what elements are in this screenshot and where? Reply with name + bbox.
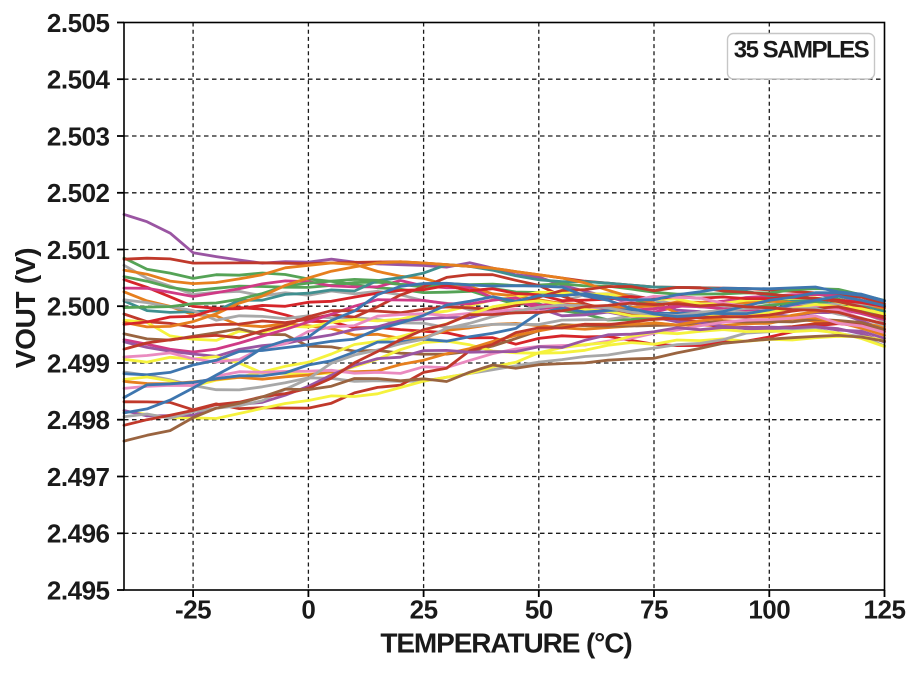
svg-text:TEMPERATURE (°C): TEMPERATURE (°C) xyxy=(380,628,631,659)
svg-text:2.504: 2.504 xyxy=(47,65,111,95)
svg-text:2.498: 2.498 xyxy=(47,405,110,435)
svg-text:2.496: 2.496 xyxy=(47,519,110,549)
svg-text:35 SAMPLES: 35 SAMPLES xyxy=(734,37,870,64)
svg-text:50: 50 xyxy=(525,595,553,625)
svg-text:75: 75 xyxy=(640,595,668,625)
svg-text:2.501: 2.501 xyxy=(47,235,110,265)
svg-text:100: 100 xyxy=(748,595,790,625)
svg-text:2.500: 2.500 xyxy=(47,292,110,322)
svg-text:-25: -25 xyxy=(175,595,211,625)
svg-text:2.502: 2.502 xyxy=(47,178,110,208)
svg-text:2.505: 2.505 xyxy=(47,8,110,38)
svg-text:2.499: 2.499 xyxy=(47,348,110,378)
svg-text:2.495: 2.495 xyxy=(47,575,110,605)
svg-text:2.503: 2.503 xyxy=(47,121,110,151)
svg-text:0: 0 xyxy=(301,595,315,625)
svg-text:125: 125 xyxy=(864,595,906,625)
svg-text:2.497: 2.497 xyxy=(47,462,110,492)
svg-text:VOUT (V): VOUT (V) xyxy=(10,248,41,368)
svg-text:25: 25 xyxy=(410,595,438,625)
